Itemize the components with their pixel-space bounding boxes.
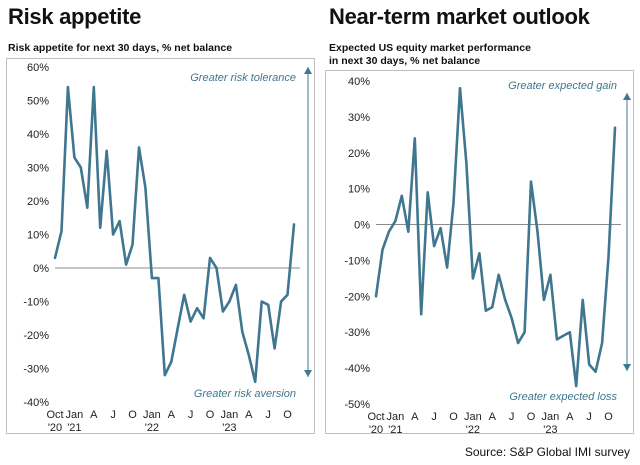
right-subtitle-line-1: Expected US equity market performance	[329, 42, 531, 54]
x-month-tick-label: A	[168, 409, 176, 421]
x-month-tick-label: O	[449, 411, 458, 423]
annotation-bottom-text: Greater risk aversion	[194, 388, 296, 400]
y-tick-label: 10%	[348, 184, 370, 196]
x-month-tick-label: J	[586, 411, 592, 423]
annotation-arrow-head-up	[304, 67, 312, 74]
y-tick-label: 60%	[27, 62, 49, 74]
x-month-tick-label: Jan	[387, 411, 405, 423]
x-month-tick-label: J	[110, 409, 116, 421]
left-panel-subtitle: Risk appetite for next 30 days, % net ba…	[8, 42, 232, 55]
x-year-tick-label: '23	[222, 422, 236, 433]
y-tick-label: -40%	[344, 363, 370, 375]
y-tick-label: -40%	[23, 397, 49, 409]
y-tick-label: -30%	[344, 327, 370, 339]
right-subtitle-line-2: in next 30 days, % net balance	[329, 55, 481, 67]
left-subtitle-line-1: Risk appetite for next 30 days, % net ba…	[8, 42, 233, 54]
x-month-tick-label: Jan	[542, 411, 560, 423]
annotation-top-text: Greater risk tolerance	[190, 72, 296, 84]
x-month-tick-label: Jan	[221, 409, 239, 421]
y-tick-label: -10%	[344, 255, 370, 267]
y-tick-label: 20%	[348, 148, 370, 160]
series-line	[53, 85, 296, 384]
y-tick-label: 30%	[348, 112, 370, 124]
x-month-tick-label: O	[128, 409, 137, 421]
y-tick-label: -30%	[23, 364, 49, 376]
x-year-tick-label: '23	[543, 424, 557, 433]
annotation-arrow-head-down	[304, 370, 312, 377]
y-tick-label: 30%	[27, 163, 49, 175]
x-month-tick-label: Oct	[367, 411, 384, 423]
x-month-tick-label: Jan	[143, 409, 161, 421]
y-tick-label: 50%	[27, 96, 49, 108]
x-month-tick-label: J	[431, 411, 437, 423]
x-month-tick-label: J	[509, 411, 515, 423]
y-tick-label: 20%	[27, 196, 49, 208]
annotation-arrow-head-up	[623, 93, 631, 100]
right-chart: 40%30%20%10%0%-10%-20%-30%-40%-50%Oct Jan…	[344, 76, 631, 436]
x-year-tick-label: '22	[466, 424, 480, 433]
annotation-bottom-text: Greater expected loss	[509, 391, 617, 403]
x-month-tick-label: O	[283, 409, 292, 421]
x-year-tick-label: '21	[388, 424, 402, 433]
x-year-tick-label: '20	[48, 422, 62, 433]
x-year-tick-label: '20	[369, 424, 383, 433]
x-month-tick-label: J	[188, 409, 194, 421]
x-month-tick-label: Jan	[66, 409, 84, 421]
annotation-top-text: Greater expected gain	[508, 80, 617, 92]
y-tick-label: -20%	[23, 330, 49, 342]
x-month-tick-label: A	[489, 411, 497, 423]
x-month-tick-label: A	[245, 409, 253, 421]
source-note: Source: S&P Global IMI survey	[464, 445, 630, 459]
y-tick-label: 10%	[27, 230, 49, 242]
x-month-tick-label: A	[566, 411, 574, 423]
series-line	[374, 86, 617, 388]
x-month-tick-label: A	[411, 411, 419, 423]
x-month-tick-label: Oct	[46, 409, 63, 421]
x-year-tick-label: '22	[145, 422, 159, 433]
x-year-tick-label: '21	[67, 422, 81, 433]
x-month-tick-label: A	[90, 409, 98, 421]
right-chart-box: 40% 30% 20% 10% 0% -10% -20% -30% -40% -50% Oct Jan…	[325, 70, 634, 436]
right-panel-subtitle: Expected US equity market performance in…	[329, 42, 531, 68]
x-month-tick-label: O	[527, 411, 536, 423]
annotation-arrow-head-down	[623, 364, 631, 371]
x-month-tick-label: O	[206, 409, 215, 421]
y-tick-label: 0%	[33, 263, 49, 275]
y-tick-label: 0%	[354, 220, 370, 232]
y-tick-label: -20%	[344, 291, 370, 303]
y-tick-label: -10%	[23, 297, 49, 309]
left-chart-box: 60% 50% 40% 30% 20% 10% 0% -10% -20% -30% -40% Oct J…	[6, 58, 315, 434]
y-tick-label: 40%	[27, 129, 49, 141]
y-tick-label: 40%	[348, 76, 370, 88]
x-month-tick-label: Jan	[464, 411, 482, 423]
right-panel-title: Near-term market outlook	[329, 4, 590, 29]
x-month-tick-label: O	[604, 411, 613, 423]
left-chart: 60%50%40%30%20%10%0%-10%-20%-30%-40%Oct J…	[23, 62, 312, 434]
left-panel-title: Risk appetite	[8, 4, 142, 29]
x-month-tick-label: J	[265, 409, 271, 421]
y-tick-label: -50%	[344, 399, 370, 411]
